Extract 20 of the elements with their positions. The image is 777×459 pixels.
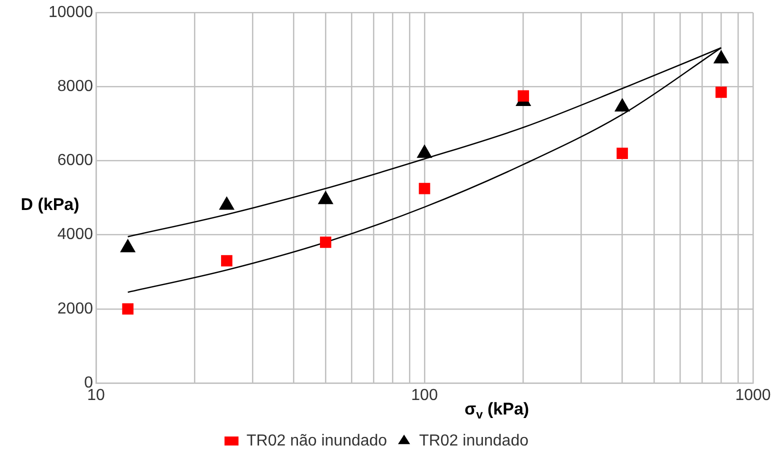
- point: [122, 303, 134, 315]
- y-axis-title: D (kPa): [20, 194, 80, 214]
- y-tick-label: 4000: [57, 226, 94, 244]
- y-tick-label: 10000: [48, 4, 94, 22]
- y-tick-label: 8000: [57, 78, 94, 96]
- x-tick-label: 100: [411, 387, 438, 404]
- y-tick-label: 2000: [57, 300, 94, 318]
- point: [221, 255, 232, 266]
- point: [320, 236, 332, 248]
- x-tick-label: 10: [87, 387, 105, 404]
- y-tick-label: 6000: [57, 152, 94, 170]
- point: [614, 98, 630, 112]
- legend-label: TR02 inundado: [419, 432, 529, 450]
- point: [713, 50, 729, 64]
- point: [418, 182, 430, 194]
- x-tick-label: 1000: [735, 387, 771, 404]
- legend-label: TR02 não inundado: [246, 432, 388, 450]
- point: [218, 196, 235, 210]
- point: [318, 190, 334, 204]
- point: [416, 144, 432, 158]
